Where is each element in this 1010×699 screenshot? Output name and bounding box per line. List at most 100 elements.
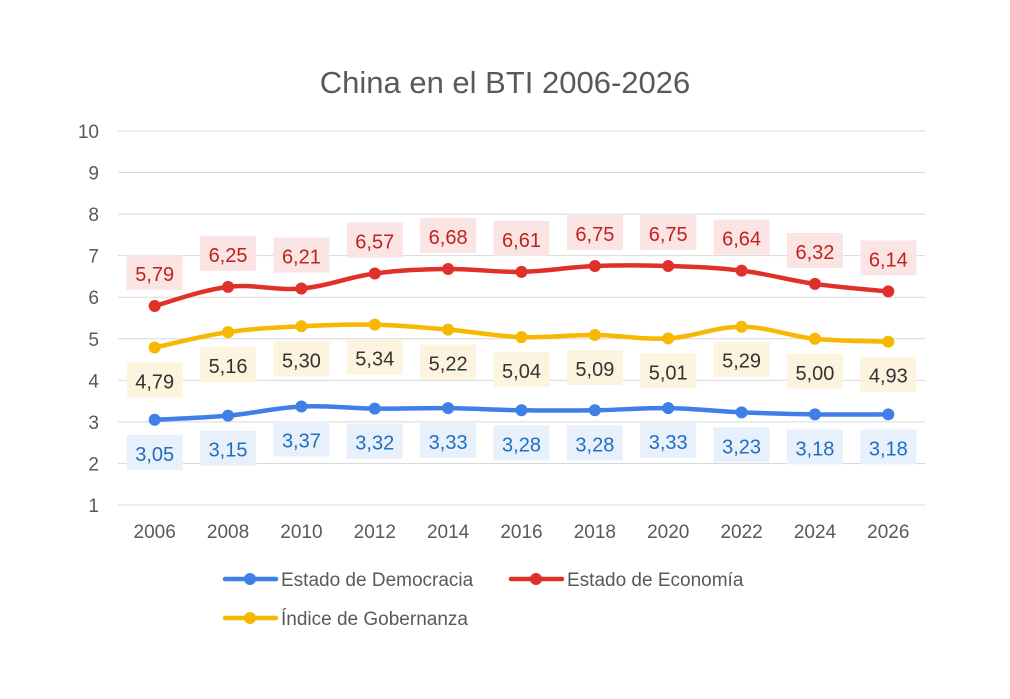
data-label: 5,79 <box>135 264 174 286</box>
data-point <box>148 341 161 354</box>
x-tick-label: 2006 <box>134 522 176 543</box>
data-label: 5,16 <box>209 356 248 378</box>
data-label-background <box>420 423 477 459</box>
data-point <box>662 402 675 415</box>
data-label: 6,64 <box>722 229 761 251</box>
legend-item: Estado de Democracia <box>222 570 474 591</box>
data-point <box>368 318 381 331</box>
data-label: 5,09 <box>575 359 614 381</box>
data-point <box>442 323 455 336</box>
data-point <box>148 413 161 426</box>
data-point <box>735 320 748 333</box>
data-point <box>588 329 601 342</box>
legend-marker <box>530 573 542 585</box>
x-tick-label: 2022 <box>720 522 762 543</box>
data-label: 3,28 <box>575 434 614 456</box>
data-label: 5,29 <box>722 351 761 373</box>
y-tick-label: 7 <box>88 247 99 268</box>
data-label: 6,21 <box>282 246 321 268</box>
legend-marker <box>244 573 256 585</box>
data-label: 5,01 <box>649 362 688 384</box>
legend-label: Estado de Democracia <box>281 570 474 591</box>
x-tick-label: 2018 <box>574 522 616 543</box>
data-label: 3,33 <box>649 432 688 454</box>
data-label-background <box>640 423 697 459</box>
data-label-background <box>566 215 623 251</box>
data-label-background <box>126 434 183 470</box>
data-point <box>295 400 308 413</box>
data-label: 6,32 <box>795 242 834 264</box>
data-point <box>368 402 381 415</box>
data-label-background <box>200 235 257 271</box>
data-point <box>808 332 821 345</box>
data-label-background <box>420 217 477 253</box>
data-label-background <box>273 341 330 377</box>
data-label-background <box>786 429 843 465</box>
y-tick-label: 6 <box>88 288 99 309</box>
x-tick-label: 2016 <box>500 522 542 543</box>
data-label-background <box>493 352 550 388</box>
data-point <box>442 402 455 415</box>
data-label-background <box>860 429 917 465</box>
x-tick-label: 2012 <box>354 522 396 543</box>
data-label-background <box>713 427 770 463</box>
data-label: 3,18 <box>795 438 834 460</box>
legend-label: Índice de Gobernanza <box>281 609 468 630</box>
y-tick-label: 4 <box>88 371 99 392</box>
data-label: 4,79 <box>135 372 174 394</box>
data-label-background <box>273 421 330 457</box>
data-label-background <box>200 430 257 466</box>
data-point <box>882 335 895 348</box>
data-label: 5,34 <box>355 349 394 371</box>
y-tick-label: 8 <box>88 205 99 226</box>
data-label: 3,28 <box>502 434 541 456</box>
data-label-background <box>346 423 403 459</box>
data-point <box>515 331 528 344</box>
data-label: 3,23 <box>722 436 761 458</box>
data-point <box>588 260 601 273</box>
data-label-background <box>640 215 697 251</box>
y-tick-label: 9 <box>88 164 99 185</box>
data-label-background <box>346 339 403 375</box>
data-label: 4,93 <box>869 366 908 388</box>
data-label: 6,14 <box>869 249 908 271</box>
data-label: 3,33 <box>429 432 468 454</box>
data-label-background <box>860 240 917 276</box>
data-point <box>882 285 895 298</box>
data-label: 6,57 <box>355 232 394 254</box>
x-tick-label: 2020 <box>647 522 689 543</box>
data-label-background <box>713 341 770 377</box>
x-tick-label: 2008 <box>207 522 249 543</box>
y-tick-label: 1 <box>88 496 99 517</box>
data-label-background <box>786 232 843 268</box>
data-point <box>662 260 675 273</box>
data-label-background <box>566 425 623 461</box>
data-label-background <box>786 353 843 389</box>
data-label-background <box>126 362 183 398</box>
data-point <box>222 326 235 339</box>
data-label: 3,37 <box>282 431 321 453</box>
data-label: 5,04 <box>502 361 541 383</box>
data-label-background <box>713 219 770 255</box>
legend-label: Estado de Economía <box>567 570 744 591</box>
data-label: 5,00 <box>795 363 834 385</box>
x-tick-label: 2024 <box>794 522 837 543</box>
data-label-background <box>493 425 550 461</box>
data-point <box>295 320 308 333</box>
data-label-background <box>566 350 623 386</box>
data-label: 6,68 <box>429 227 468 249</box>
x-tick-label: 2010 <box>280 522 322 543</box>
data-label: 6,61 <box>502 230 541 252</box>
legend-marker <box>244 612 256 624</box>
data-label: 3,32 <box>355 433 394 455</box>
data-point <box>515 265 528 278</box>
data-point <box>295 282 308 295</box>
y-tick-label: 3 <box>88 413 99 434</box>
legend-item: Índice de Gobernanza <box>222 609 468 630</box>
data-label: 3,18 <box>869 438 908 460</box>
x-tick-label: 2026 <box>867 522 909 543</box>
data-label: 3,15 <box>209 440 248 462</box>
data-label-background <box>493 220 550 256</box>
